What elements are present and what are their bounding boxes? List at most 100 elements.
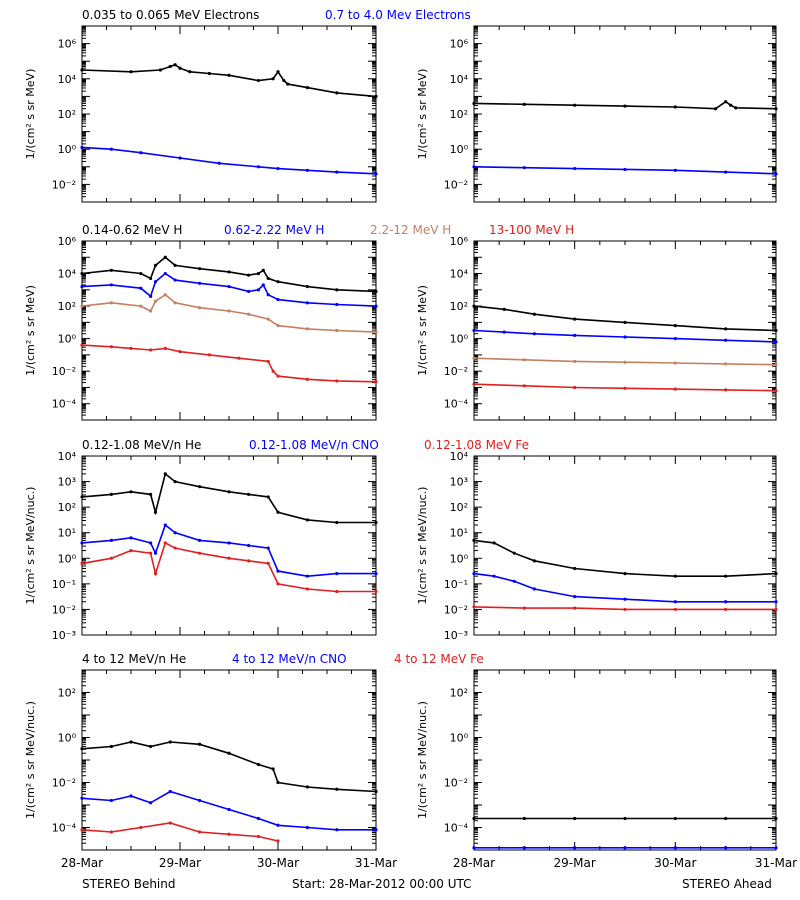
data-point	[139, 825, 143, 830]
data-point	[335, 520, 339, 525]
panel-row2-left: 10⁻⁴ 10⁻² 10⁰ 10² 10⁴ 10⁶ 1/(cm² s sr MeV) 0.14…	[24, 223, 574, 421]
series-4-to-12-mev-n-cno	[80, 789, 378, 832]
series-0-7-to-4-0-mev-electrons	[472, 165, 778, 176]
data-point	[271, 767, 275, 771]
data-point	[109, 268, 113, 272]
data-point	[149, 801, 153, 805]
series-0-12-1-08-mev-n-cno	[80, 523, 378, 578]
data-point	[573, 317, 577, 321]
series-0-62-2-22-mev-h	[80, 271, 378, 308]
data-point	[522, 384, 526, 388]
data-point	[153, 510, 158, 514]
footer-left-label: STEREO Behind	[82, 877, 176, 891]
x-tick-label: 31-Mar	[355, 856, 397, 870]
series-0-12-1-08-mev-n-he	[472, 538, 778, 578]
legend-entry: 0.12-1.08 MeV/n CNO	[249, 438, 379, 452]
series-2-2-12-mev-h	[80, 293, 378, 334]
series-line	[81, 790, 376, 831]
data-point	[492, 541, 496, 545]
data-point	[276, 510, 280, 514]
data-point	[714, 107, 718, 111]
data-point	[129, 490, 133, 494]
data-point	[673, 600, 677, 604]
data-point	[724, 607, 728, 612]
data-point	[163, 523, 167, 527]
data-point	[178, 156, 182, 160]
data-point	[256, 165, 260, 169]
data-point	[276, 324, 280, 328]
data-point	[305, 518, 309, 522]
y-tick-label: 10⁻²	[444, 365, 468, 378]
data-point	[502, 330, 506, 334]
data-point	[129, 536, 133, 540]
series-line	[81, 822, 279, 842]
data-point	[149, 309, 153, 313]
data-point	[774, 340, 778, 344]
data-point	[673, 816, 677, 821]
data-point	[492, 574, 496, 578]
data-point	[573, 333, 577, 337]
data-point	[256, 271, 260, 276]
y-tick-label: 10⁻⁴	[52, 822, 77, 835]
series-0-12-1-08-mev-n-cno	[472, 572, 778, 604]
data-point	[374, 828, 378, 832]
data-point	[173, 546, 177, 550]
data-point	[173, 263, 177, 268]
series-0-62-2-22-mev-h	[472, 328, 778, 344]
series-line	[81, 63, 377, 98]
series-0-12-1-08-mev-n-he	[80, 472, 378, 525]
y-tick-label: 10⁶	[450, 235, 469, 248]
data-point	[80, 828, 84, 832]
data-point	[173, 479, 177, 484]
y-tick-label: 10⁻⁴	[444, 398, 469, 411]
data-point	[374, 330, 378, 334]
series-line	[473, 329, 777, 343]
panel-row1-right: 10⁻² 10⁰ 10² 10⁴ 10⁶ 1/(cm² s sr MeV)	[416, 25, 778, 203]
y-axis-label: 1/(cm² s sr MeV)	[24, 69, 37, 160]
data-point	[271, 369, 275, 373]
data-point	[522, 816, 526, 821]
data-point	[623, 167, 627, 172]
series-line	[81, 472, 376, 524]
data-point	[217, 161, 221, 165]
data-point	[276, 839, 280, 843]
y-tick-label: 10⁶	[58, 38, 77, 51]
panel-row4-left: 10⁻⁴ 10⁻² 10⁰ 10² 28-Mar 29-Mar 30-Mar 31-Mar 1/…	[24, 652, 484, 870]
data-point	[266, 276, 270, 281]
data-point	[80, 541, 84, 545]
data-point	[774, 572, 778, 576]
series-4-to-12-mev-n-he	[472, 816, 778, 821]
series-2-2-12-mev-h	[472, 356, 778, 367]
data-point	[149, 744, 153, 749]
series-4-to-12-mev-n-cno	[472, 846, 778, 850]
data-point	[724, 100, 728, 104]
data-point	[522, 102, 526, 106]
data-point	[80, 747, 84, 751]
data-point	[173, 301, 177, 305]
data-point	[673, 607, 677, 612]
data-point	[227, 807, 231, 812]
data-point	[286, 82, 290, 86]
data-point	[80, 145, 84, 150]
series-line	[81, 146, 377, 175]
data-point	[80, 284, 84, 289]
data-point	[266, 546, 270, 550]
data-point	[109, 147, 113, 151]
data-point	[80, 561, 84, 566]
data-point	[774, 816, 778, 821]
y-tick-label: 10⁻²	[52, 365, 76, 378]
legend-entry: 0.62-2.22 MeV H	[224, 223, 324, 237]
data-point	[305, 587, 309, 591]
data-point	[335, 379, 339, 383]
y-tick-label: 10⁰	[450, 143, 469, 156]
data-point	[256, 816, 260, 821]
data-point	[472, 572, 476, 576]
y-tick-label: 10⁴	[450, 268, 469, 281]
data-point	[139, 151, 143, 155]
series-line	[473, 305, 777, 332]
data-point	[724, 388, 728, 392]
legend-entry: 4 to 12 MeV/n He	[82, 652, 186, 666]
data-point	[227, 309, 231, 313]
data-point	[522, 358, 526, 362]
